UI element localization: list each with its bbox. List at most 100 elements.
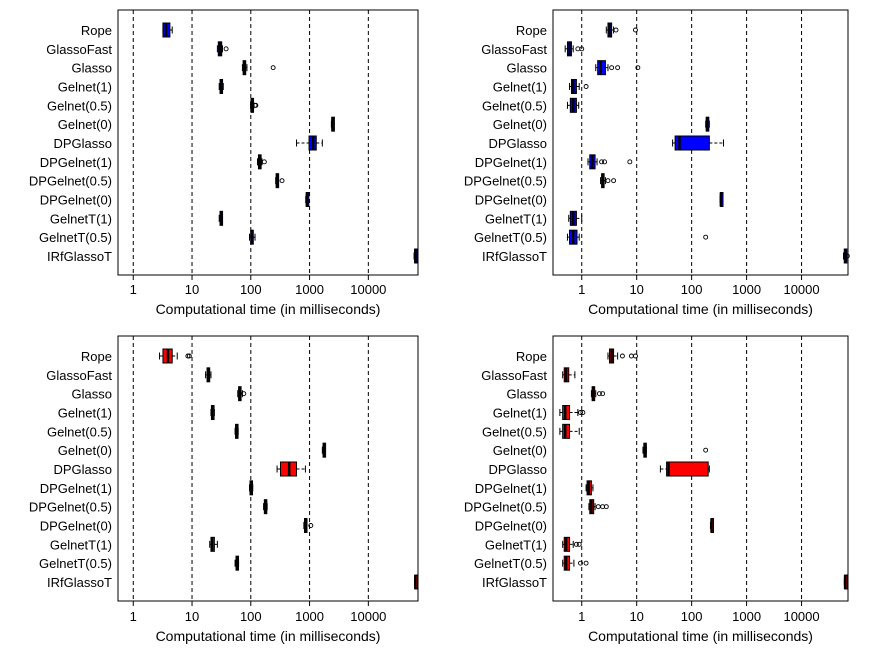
category-label: GelnetT(1) — [485, 537, 547, 552]
category-label: Rope — [81, 23, 112, 38]
box-dpglasso — [276, 461, 306, 477]
box-dpgelnet-0- — [719, 192, 724, 207]
outlier-point — [602, 159, 607, 165]
x-tick-label: 1000 — [732, 282, 761, 297]
outlier-point — [627, 159, 633, 165]
category-label: IRfGlassoT — [482, 249, 547, 264]
category-label: Gelnet(0.5) — [47, 98, 112, 113]
box-rope — [159, 348, 192, 364]
outlier-point — [241, 391, 247, 397]
x-tick-label: 1 — [578, 282, 585, 297]
box-rope — [605, 22, 638, 38]
category-label: Rope — [516, 23, 547, 38]
outlier-point — [279, 178, 285, 184]
category-label: IRfGlassoT — [482, 575, 547, 590]
outlier-point — [575, 46, 581, 52]
box-gelnet-0- — [321, 442, 327, 458]
x-tick-label: 1000 — [295, 609, 324, 624]
box-gelnett-1- — [562, 536, 582, 552]
category-label: GelnetT(1) — [485, 211, 547, 226]
x-axis-label: Computational time (in milliseconds) — [156, 301, 381, 317]
x-tick-label: 10 — [185, 282, 199, 297]
panel-top-right: Rope GlassoFast Glasso Gelnet(1) Gelnet(0.5)… — [464, 9, 850, 317]
box-gelnet-0- — [705, 116, 710, 132]
x-tick-label: 1 — [130, 609, 137, 624]
category-label: Gelnet(0.5) — [47, 424, 112, 439]
category-label: IRfGlassoT — [47, 249, 112, 264]
category-label: GelnetT(1) — [50, 211, 112, 226]
box-irfglassot — [843, 248, 850, 264]
x-tick-label: 10 — [185, 609, 199, 624]
box-gelnett-1- — [209, 536, 218, 552]
box-gelnet-0-5- — [566, 97, 580, 113]
box-gelnet-1- — [218, 79, 224, 94]
box-dpgelnet-0- — [709, 518, 715, 533]
outlier-point — [580, 410, 586, 415]
outlier-point — [603, 504, 609, 510]
box-glasso — [241, 60, 276, 76]
box-irfglassot — [413, 248, 418, 264]
box-glasso — [595, 60, 641, 76]
category-label: Gelnet(1) — [493, 406, 547, 421]
category-label: GelnetT(0.5) — [39, 230, 112, 245]
category-label: Gelnet(1) — [58, 406, 112, 421]
outlier-point — [579, 46, 585, 52]
category-label: Glasso — [507, 61, 547, 76]
category-label: DPGelnet(0) — [475, 519, 547, 534]
box-glasso — [237, 386, 247, 402]
outlier-point — [605, 178, 611, 184]
category-label: Gelnet(1) — [493, 80, 547, 95]
outlier-point — [261, 159, 267, 165]
box-glassofast — [564, 41, 585, 57]
x-tick-label: 10 — [629, 609, 643, 624]
category-label: DPGelnet(1) — [475, 155, 547, 170]
outlier-point — [578, 410, 583, 415]
category-label: Rope — [516, 349, 547, 364]
category-label: GlassoFast — [481, 368, 547, 383]
category-label: GelnetT(1) — [50, 537, 112, 552]
outlier-point — [609, 65, 615, 71]
outlier-point — [186, 353, 192, 359]
category-label: Gelnet(0.5) — [482, 424, 547, 439]
category-label: GelnetT(0.5) — [474, 230, 547, 245]
x-tick-label: 100 — [681, 282, 703, 297]
box-gelnet-0-5- — [250, 97, 259, 113]
category-label: DPGelnet(0) — [40, 519, 112, 534]
outlier-point — [619, 353, 625, 359]
outlier-point — [578, 560, 583, 566]
outlier-point — [595, 504, 601, 510]
plot-frame — [117, 9, 419, 276]
x-axis-label: Computational time (in milliseconds) — [588, 628, 813, 644]
box-dpgelnet-0-5- — [588, 499, 609, 515]
category-label: DPGlasso — [53, 136, 112, 151]
outlier-point — [573, 541, 579, 547]
x-tick-label: 100 — [240, 282, 262, 297]
outlier-point — [223, 46, 229, 52]
category-label: DPGelnet(1) — [40, 481, 112, 496]
box-dpgelnet-0-5- — [275, 173, 285, 189]
category-label: GlassoFast — [46, 368, 112, 383]
box-glasso — [590, 386, 606, 402]
x-tick-label: 100 — [681, 609, 703, 624]
category-label: Glasso — [72, 387, 112, 402]
x-tick-label: 100 — [240, 609, 262, 624]
box-irfglassot — [843, 574, 848, 590]
x-tick-label: 10000 — [783, 282, 819, 297]
outlier-point — [599, 159, 605, 165]
outlier-point — [583, 84, 589, 89]
box-dpglasso — [296, 135, 323, 151]
category-label: Gelnet(0) — [493, 117, 547, 132]
category-label: DPGlasso — [488, 136, 547, 151]
category-label: IRfGlassoT — [47, 575, 112, 590]
box-dpgelnet-1- — [248, 480, 254, 496]
category-label: DPGelnet(0) — [40, 193, 112, 208]
box-dpgelnet-1- — [256, 154, 267, 170]
outlier-point — [633, 27, 638, 33]
category-label: DPGelnet(0.5) — [29, 500, 112, 515]
category-label: Gelnet(0) — [58, 443, 112, 458]
box-gelnett-0-5- — [248, 229, 256, 245]
box-dpgelnet-0- — [303, 518, 314, 533]
panel-bottom-right: Rope GlassoFast Glasso Gelnet(1) Gelnet(0.5)… — [464, 335, 849, 644]
box-gelnet-1- — [559, 405, 586, 420]
